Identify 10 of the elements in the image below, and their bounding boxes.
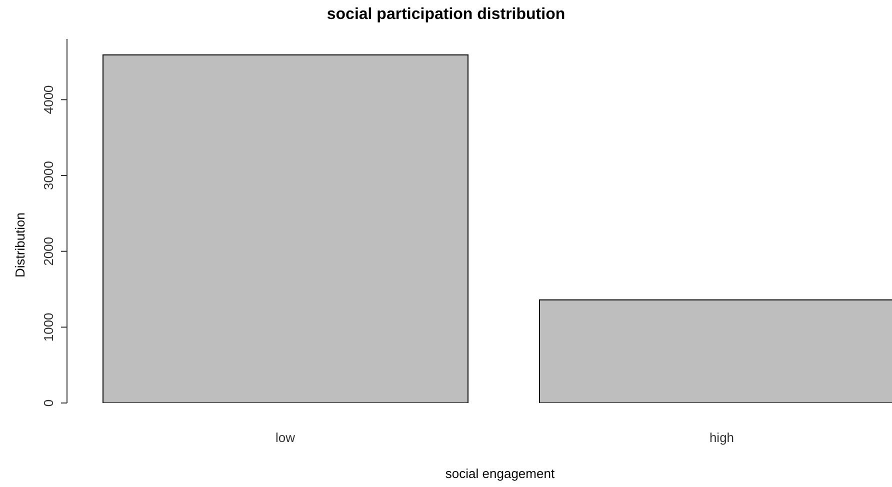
y-tick-label: 3000 — [41, 161, 56, 190]
x-tick-label: low — [275, 430, 296, 446]
y-tick-label: 2000 — [41, 236, 56, 266]
x-tick-label: high — [709, 430, 734, 446]
chart-title: social participation distribution — [326, 6, 566, 24]
y-axis-title: Distribution — [12, 212, 28, 278]
y-tick-label: 1000 — [41, 312, 56, 342]
y-tick-label: 0 — [41, 399, 56, 407]
x-axis-title: social engagement — [444, 466, 556, 481]
y-tick-label: 4000 — [41, 85, 56, 114]
